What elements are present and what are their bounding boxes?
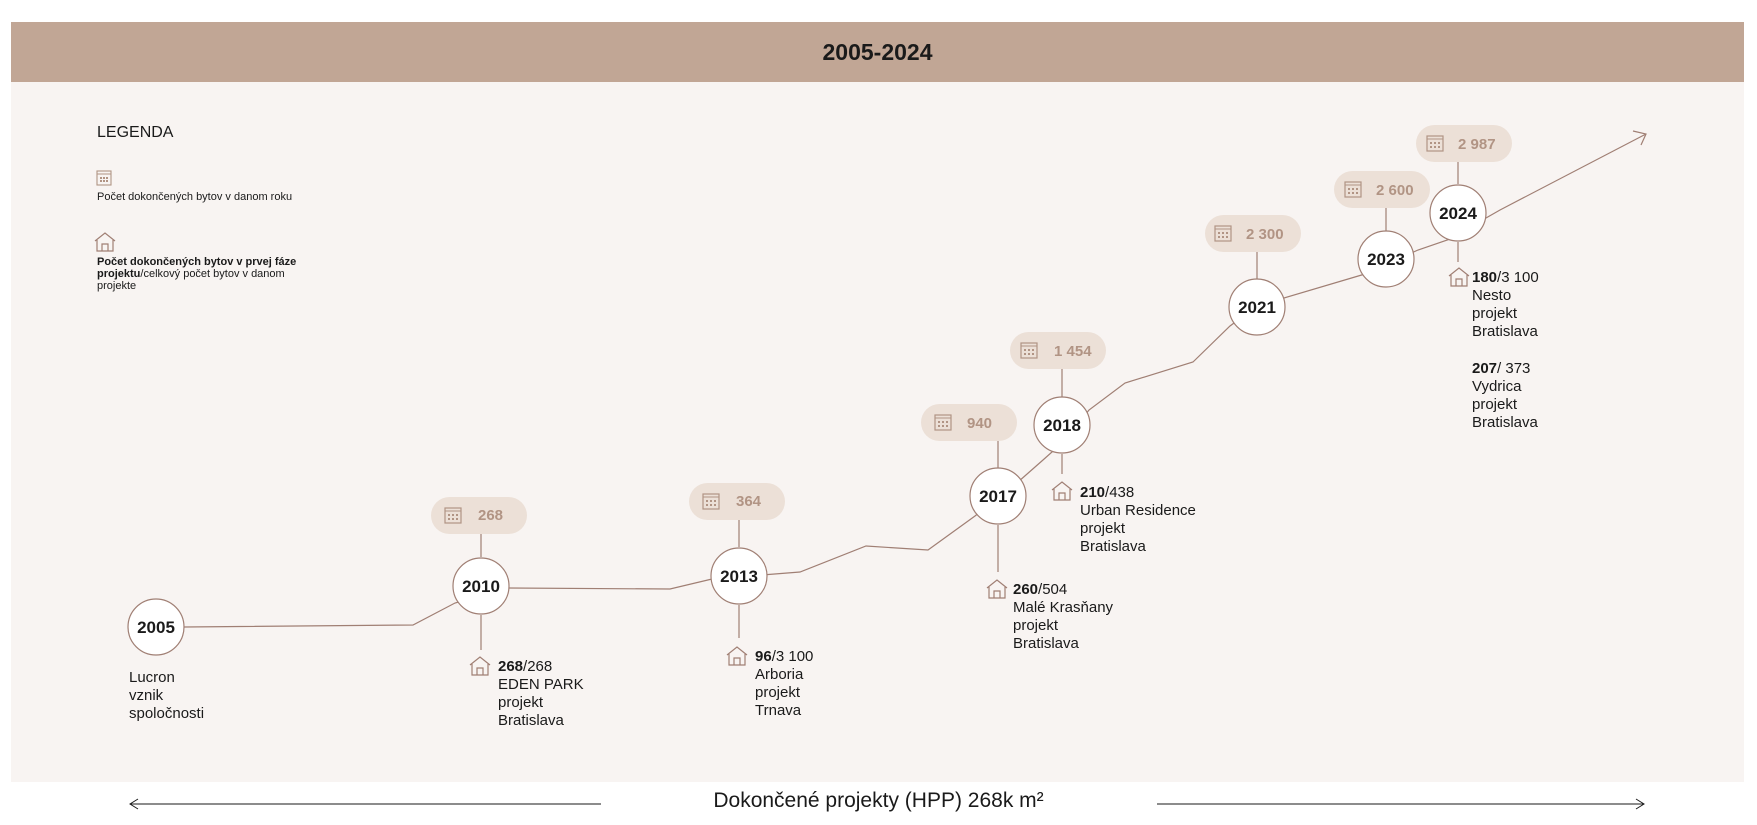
count-value: 2 600 [1376, 182, 1414, 199]
project-2013: 96/3 100 Arboria projekt Trnava [755, 648, 813, 720]
year-node-2013: 2013 [710, 547, 768, 605]
year-node-2021: 2021 [1228, 278, 1286, 336]
year-node-2023: 2023 [1357, 230, 1415, 288]
project-line: Lucron [129, 669, 175, 686]
project-city: Bratislava [1472, 323, 1538, 340]
timeline-path [183, 133, 1647, 628]
header-banner: 2005-2024 [11, 22, 1744, 82]
year-node-2018: 2018 [1033, 396, 1091, 454]
year-node-2010: 2010 [452, 557, 510, 615]
project-type: projekt [1013, 617, 1059, 634]
house-icon [1448, 267, 1470, 287]
project-type: projekt [1472, 305, 1518, 322]
project-first-phase: 260 [1013, 581, 1039, 598]
project-line: vznik [129, 687, 164, 704]
building-icon [444, 507, 462, 524]
project-total: /3 100 [771, 648, 814, 665]
count-pill-2017: 940 [921, 404, 1017, 441]
footer-right-arrow [1157, 798, 1645, 810]
project-total: /504 [1038, 581, 1068, 598]
house-icon [986, 579, 1008, 599]
project-total: / 373 [1497, 360, 1531, 377]
count-pill-2021: 2 300 [1205, 215, 1301, 252]
project-city: Bratislava [498, 712, 564, 729]
project-city: Bratislava [1080, 538, 1146, 555]
count-value: 364 [736, 493, 762, 510]
year-node-2005: 2005 [127, 598, 185, 656]
year-label: 2023 [1367, 250, 1405, 269]
legend-project-bold: Počet dokončených bytov v prvej fáze pro… [97, 256, 297, 280]
count-value: 268 [478, 507, 503, 524]
project-2010: 268/268 EDEN PARK projekt Bratislava [498, 658, 584, 730]
project-total: /438 [1105, 484, 1135, 501]
house-icon [469, 656, 491, 676]
building-icon [934, 414, 952, 431]
legend-building-icon [96, 170, 112, 186]
legend-title: LEGENDA [97, 124, 174, 141]
project-first-phase: 96 [755, 648, 772, 665]
project-city: Bratislava [1472, 414, 1538, 431]
project-city: Bratislava [1013, 635, 1079, 652]
building-icon [1020, 342, 1038, 359]
project-2018: 210/438 Urban Residence projekt Bratisla… [1080, 484, 1196, 556]
project-name: Urban Residence [1080, 502, 1196, 519]
project-first-phase: 210 [1080, 484, 1106, 501]
project-name: Arboria [755, 666, 804, 683]
footer-left-arrow [129, 798, 601, 810]
year-label: 2005 [137, 618, 175, 637]
house-icon [1051, 481, 1073, 501]
project-2024-nesto: 180/3 100 Nesto projekt Bratislava [1472, 269, 1539, 341]
project-name: Nesto [1472, 287, 1512, 304]
project-city: Trnava [755, 702, 802, 719]
project-total: /3 100 [1497, 269, 1539, 286]
count-value: 2 987 [1458, 136, 1496, 153]
project-type: projekt [1472, 396, 1518, 413]
building-icon [1426, 135, 1444, 152]
year-label: 2024 [1439, 204, 1477, 223]
legend-project-rest: /celkový počet bytov v danom projekte [97, 268, 285, 292]
year-node-2024: 2024 [1429, 184, 1487, 242]
count-value: 1 454 [1054, 343, 1092, 360]
legend-count-text: Počet dokončených bytov v danom roku [97, 191, 293, 203]
year-node-2017: 2017 [969, 467, 1027, 525]
year-label: 2017 [979, 487, 1017, 506]
project-line: spoločnosti [129, 705, 205, 722]
project-type: projekt [498, 694, 544, 711]
count-pill-2018: 1 454 [1010, 332, 1106, 369]
legend-house-icon [94, 232, 116, 252]
count-value: 940 [967, 415, 992, 432]
year-label: 2013 [720, 567, 758, 586]
project-total: /268 [523, 658, 553, 675]
legend-project-text: Počet dokončených bytov v prvej fáze pro… [97, 256, 297, 292]
project-first-phase: 268 [498, 658, 524, 675]
count-value: 2 300 [1246, 226, 1284, 243]
project-type: projekt [1080, 520, 1126, 537]
project-type: projekt [755, 684, 801, 701]
project-name: Malé Krasňany [1013, 599, 1114, 616]
project-2005: Lucron vznik spoločnosti [129, 669, 204, 723]
count-pill-2024: 2 987 [1416, 125, 1512, 162]
project-first-phase: 207 [1472, 360, 1498, 377]
year-label: 2018 [1043, 416, 1081, 435]
building-icon [1344, 181, 1362, 198]
footer-title: Dokončené projekty (HPP) 268k m² [713, 789, 1044, 812]
project-first-phase: 180 [1472, 269, 1498, 286]
house-icon [726, 646, 748, 666]
count-pill-2013: 364 [689, 483, 785, 520]
building-icon [1214, 225, 1232, 242]
count-pill-2023: 2 600 [1334, 171, 1430, 208]
project-2017: 260/504 Malé Krasňany projekt Bratislava [1013, 581, 1113, 653]
header-title: 2005-2024 [822, 38, 933, 65]
count-pill-2010: 268 [431, 497, 527, 534]
year-label: 2010 [462, 577, 500, 596]
project-name: Vydrica [1472, 378, 1522, 395]
timeline-arrowhead [1632, 130, 1647, 146]
building-icon [702, 493, 720, 510]
project-name: EDEN PARK [498, 676, 584, 693]
year-label: 2021 [1238, 298, 1276, 317]
project-2024-vydrica: 207/ 373 Vydrica projekt Bratislava [1472, 360, 1538, 432]
